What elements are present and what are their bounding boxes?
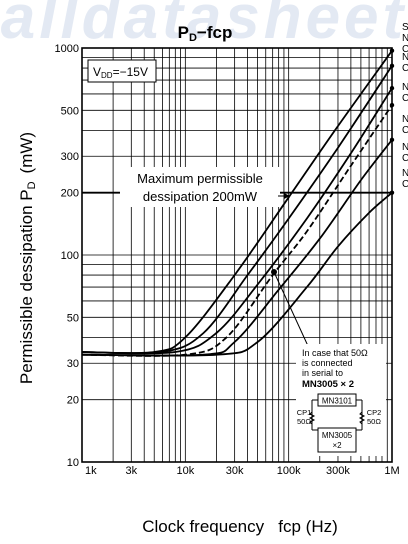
resistor-cp2 [358,411,366,425]
series-line-6 [81,192,393,357]
note-pointer-line [273,271,309,347]
max-dissipation-arrowhead [284,193,290,199]
y-tick-label: 100 [61,250,79,262]
mn3005-multiplier: ×2 [332,441,342,450]
curve-label: C [402,179,408,190]
curve-label: N [402,142,408,153]
resistor-cp1 [308,411,316,425]
series-line-4 [81,104,393,357]
cp2-value: 50Ω [367,417,381,426]
max-dissipation-bg [120,167,280,207]
y-tick-label: 20 [67,395,79,407]
note-line1: In case that 50Ω [302,348,368,358]
series-line-3 [81,87,393,355]
curve-label: N [402,82,408,93]
curve-label: N [402,168,408,179]
curve-label: N [402,52,408,63]
curve-label: N [402,33,408,44]
x-tick-label: 10k [176,465,194,477]
x-tick-label: 1k [85,465,97,477]
chart-title: PD−fcp [178,23,233,44]
series-end-marker [389,48,395,53]
max-dissipation-line1: Maximum permissible [137,171,263,186]
note-line2: is connected [302,358,353,368]
note-line3: in serial to [302,368,343,378]
series-end-marker [389,85,395,91]
x-tick-label: 300k [326,465,350,477]
cp1-value: 50Ω [297,417,311,426]
mn3005-box [317,427,357,453]
condition-label: VDD=−15V [93,65,148,80]
y-tick-label: 200 [61,188,79,200]
curve-label: C [402,125,408,136]
series-end-marker [389,190,395,195]
curve-label: N [402,114,408,125]
y-axis-label: Permissible dessipation PD(mW) [17,132,38,384]
condition-box [87,59,157,83]
y-tick-label: 30 [67,358,79,370]
series-end-marker [389,137,395,143]
curve-label: C [402,93,408,104]
y-tick-label: 1000 [55,43,79,55]
mn3005-label: MN3005 [322,431,353,440]
cp1-label: CP1 [297,408,312,417]
curve-label: C [402,63,408,74]
max-dissipation-line2: dessipation 200mW [143,189,258,204]
note-line4: MN3005 × 2 [302,379,354,390]
plot-frame [81,47,393,463]
watermark: alldatasheet [0,0,408,52]
curve-label: C [402,44,408,55]
series-line-2 [81,65,393,355]
cp2-label: CP2 [367,408,382,417]
y-tick-label: 500 [61,105,79,117]
y-tick-label: 50 [67,312,79,324]
mn3101-label: MN3101 [322,397,353,406]
series-end-marker [389,102,395,108]
x-axis-label: Clock frequency fcp (Hz) [142,517,338,536]
curve-label: C [402,153,408,164]
series-end-marker [389,63,395,69]
x-tick-label: 3k [125,465,137,477]
x-tick-label: 30k [226,465,244,477]
x-tick-label: 100k [277,465,301,477]
y-tick-label: 300 [61,151,79,163]
x-tick-label: 1M [384,465,399,477]
curve-label: S [402,22,408,33]
circuit-diagram: MN3101 CP1 50Ω CP2 50Ω MN3005 ×2 [297,393,382,453]
y-tick-label: 10 [67,457,79,469]
